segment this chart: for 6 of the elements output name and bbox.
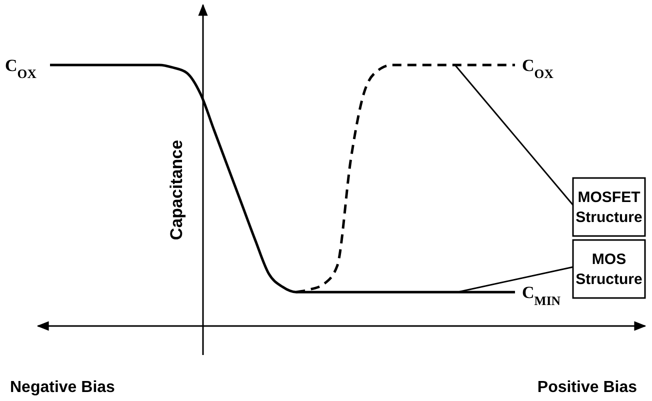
text: Negative Bias bbox=[10, 379, 116, 396]
text: C$_{OX}$ bbox=[5, 56, 38, 81]
text: C$_{OX}$ bbox=[522, 56, 554, 81]
text: C$_{MIN}$ bbox=[522, 283, 562, 308]
y-axis-title: Capacitance bbox=[167, 140, 186, 240]
text: Positive Bias bbox=[537, 379, 638, 396]
